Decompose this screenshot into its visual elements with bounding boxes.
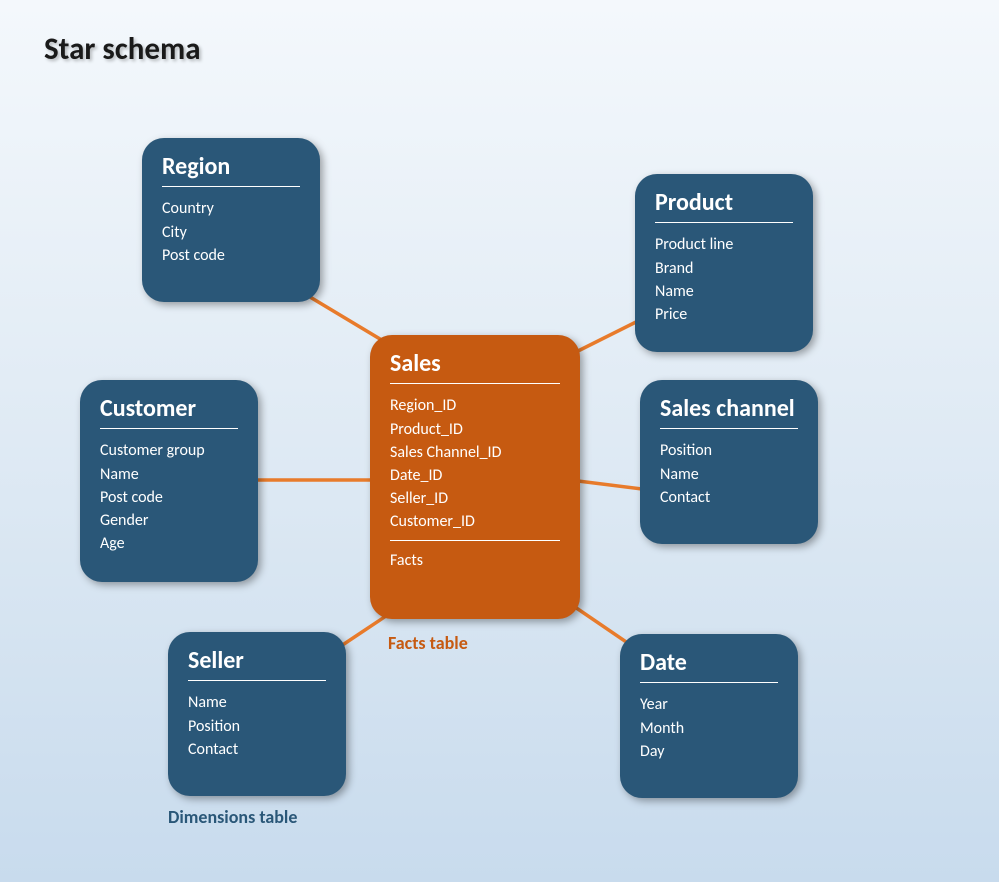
fact-node-sales: Sales Region_IDProduct_IDSales Channel_ID… <box>370 335 580 619</box>
field-item: Product line <box>655 233 793 256</box>
field-item: Country <box>162 197 300 220</box>
diagram-canvas: RegionCountryCityPost codeProductProduct… <box>0 0 999 882</box>
field-list: Product lineBrandNamePrice <box>655 233 793 326</box>
divider <box>390 383 560 384</box>
field-item: Name <box>655 280 793 303</box>
field-item: Contact <box>188 738 326 761</box>
dimension-node-region: Region CountryCityPost code <box>142 138 320 302</box>
dimension-node-date: Date YearMonthDay <box>620 634 798 798</box>
dimension-node-sales-channel: Sales channel PositionNameContact <box>640 380 818 544</box>
field-item: Name <box>100 463 238 486</box>
divider <box>100 428 238 429</box>
field-item: Product_ID <box>390 418 560 441</box>
node-title: Seller <box>188 648 326 674</box>
dimensions-table-caption: Dimensions table <box>168 806 297 828</box>
field-item: Age <box>100 532 238 555</box>
dimension-node-customer: Customer Customer groupNamePost codeGende… <box>80 380 258 582</box>
field-item: Customer group <box>100 439 238 462</box>
field-item: Name <box>188 691 326 714</box>
field-item: Year <box>640 693 778 716</box>
node-title: Sales channel <box>660 396 798 422</box>
field-item: Gender <box>100 509 238 532</box>
field-item: Customer_ID <box>390 510 560 533</box>
divider <box>660 428 798 429</box>
field-item: Name <box>660 463 798 486</box>
field-item: Price <box>655 303 793 326</box>
field-item: Brand <box>655 257 793 280</box>
field-list: YearMonthDay <box>640 693 778 763</box>
dimension-node-product: Product Product lineBrandNamePrice <box>635 174 813 352</box>
divider <box>188 680 326 681</box>
field-item: Seller_ID <box>390 487 560 510</box>
field-list: Region_IDProduct_IDSales Channel_IDDate_… <box>390 394 560 533</box>
field-item: Day <box>640 740 778 763</box>
field-list: PositionNameContact <box>660 439 798 509</box>
field-item: Post code <box>162 244 300 267</box>
field-item: Post code <box>100 486 238 509</box>
field-list: Customer groupNamePost codeGenderAge <box>100 439 238 555</box>
field-item: City <box>162 221 300 244</box>
divider <box>162 186 300 187</box>
field-item: Position <box>660 439 798 462</box>
node-title: Sales <box>390 351 560 377</box>
field-item: Region_ID <box>390 394 560 417</box>
node-title: Customer <box>100 396 238 422</box>
dimension-node-seller: Seller NamePositionContact <box>168 632 346 796</box>
field-item: Position <box>188 715 326 738</box>
field-list: CountryCityPost code <box>162 197 300 267</box>
node-title: Product <box>655 190 793 216</box>
node-title: Region <box>162 154 300 180</box>
node-title: Date <box>640 650 778 676</box>
facts-table-caption: Facts table <box>388 632 468 654</box>
divider <box>390 540 560 541</box>
field-item: Month <box>640 717 778 740</box>
field-list: NamePositionContact <box>188 691 326 761</box>
divider <box>640 682 778 683</box>
field-item: Date_ID <box>390 464 560 487</box>
node-footer: Facts <box>390 551 560 570</box>
divider <box>655 222 793 223</box>
field-item: Sales Channel_ID <box>390 441 560 464</box>
field-item: Contact <box>660 486 798 509</box>
